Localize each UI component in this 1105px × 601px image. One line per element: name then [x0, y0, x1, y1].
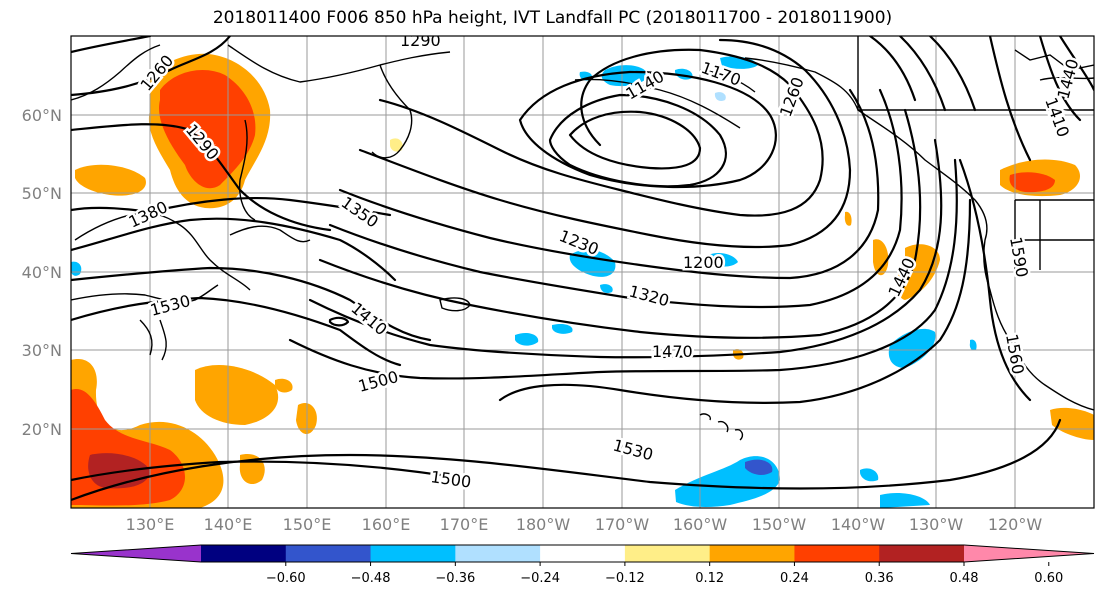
lon-label: 120°W — [988, 515, 1043, 534]
colorbar-tick-label: 0.48 — [950, 571, 979, 586]
latitude-axis: 60°N 50°N 40°N 30°N 20°N — [22, 106, 62, 439]
colorbar-tick-label: −0.12 — [605, 571, 645, 586]
colorbar-swatch — [624, 545, 711, 562]
colorbar-swatch — [201, 545, 287, 562]
colorbar-tick-label: −0.36 — [435, 571, 475, 586]
colorbar-swatch — [879, 545, 965, 562]
lat-label: 50°N — [22, 184, 62, 203]
graticule — [71, 36, 1094, 508]
lat-label: 40°N — [22, 263, 62, 282]
lon-label: 170°E — [440, 515, 489, 534]
colorbar-extend-low — [71, 545, 201, 562]
lon-label: 130°W — [909, 515, 964, 534]
colorbar-outline — [70, 544, 1095, 563]
map-frame — [70, 35, 1095, 509]
contour-label: 1470 — [652, 342, 693, 361]
lat-label: 60°N — [22, 106, 62, 125]
lat-label: 20°N — [22, 420, 62, 439]
lon-label: 150°W — [752, 515, 807, 534]
height-contours — [71, 36, 1094, 502]
colorbar-tick-label: −0.60 — [266, 571, 306, 586]
colorbar-tick-label: −0.24 — [520, 571, 560, 586]
colorbar-swatch — [455, 545, 541, 562]
lon-label: 130°E — [126, 515, 175, 534]
lon-label: 150°E — [283, 515, 332, 534]
lon-label: 160°E — [362, 515, 411, 534]
map-title: 2018011400 F006 850 hPa height, IVT Land… — [212, 8, 893, 28]
colorbar: −0.60 −0.48 −0.36 −0.24 −0.12 0.12 0.24 0.36 0.4… — [70, 544, 1095, 586]
colorbar-extend-high — [964, 545, 1094, 562]
lon-label: 170°W — [595, 515, 650, 534]
colorbar-swatch — [540, 545, 626, 562]
contour-label: 1290 — [400, 31, 441, 50]
longitude-axis: 130°E 140°E 150°E 160°E 170°E 180°W 170°… — [126, 515, 1043, 534]
contour-label: 1200 — [683, 253, 724, 272]
lon-label: 140°E — [204, 515, 253, 534]
colorbar-tick-label: 0.60 — [1034, 571, 1063, 586]
colorbar-swatch — [709, 545, 795, 562]
lon-label: 160°W — [673, 515, 728, 534]
colorbar-tick-label: 0.24 — [780, 571, 809, 586]
coastlines — [71, 36, 1094, 441]
colorbar-swatch — [794, 545, 880, 562]
lat-label: 30°N — [22, 341, 62, 360]
colorbar-tick-label: 0.12 — [695, 571, 724, 586]
colorbar-tick-label: −0.48 — [351, 571, 391, 586]
lon-label: 140°W — [831, 515, 886, 534]
colorbar-swatch — [370, 545, 456, 562]
lon-label: 180°W — [516, 515, 571, 534]
colorbar-swatch — [285, 545, 372, 562]
colorbar-tick-label: 0.36 — [865, 571, 894, 586]
